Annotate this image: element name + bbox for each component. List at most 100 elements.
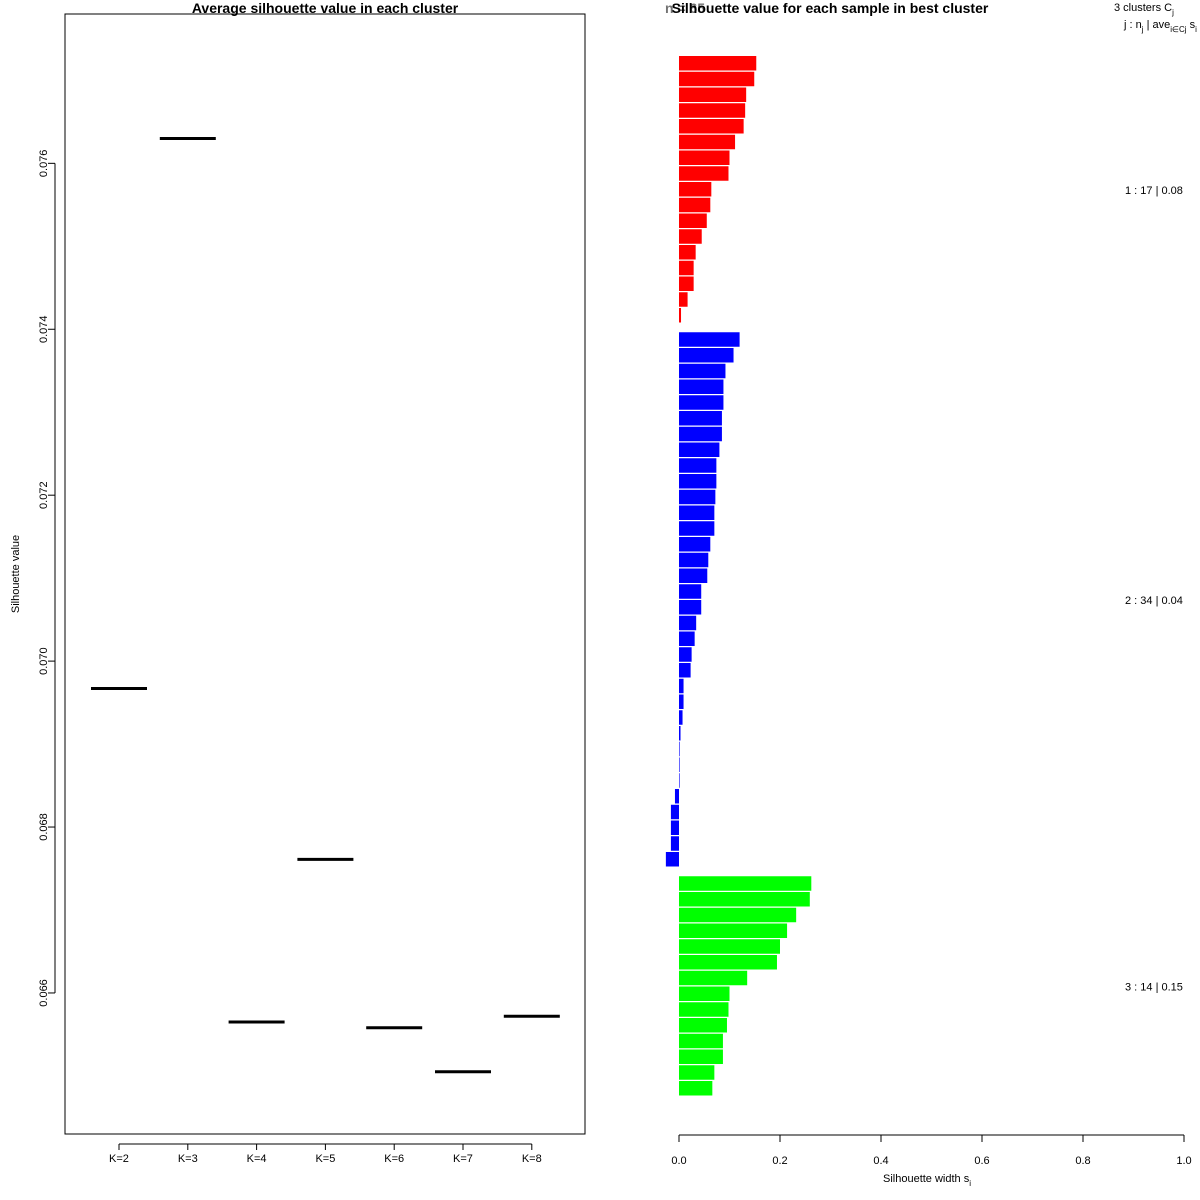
left-y-tick-label: 0.070 [38,647,50,675]
silhouette-bar [679,923,788,938]
silhouette-bar [679,426,722,442]
silhouette-bar [679,197,711,213]
silhouette-bar [679,663,691,678]
silhouette-bar [679,442,720,457]
left-x-tick-label: K=3 [178,1153,198,1165]
right-x-axis-label-text: Silhouette width s [883,1173,970,1185]
silhouette-bar [679,647,692,662]
silhouette-bar [679,245,696,260]
silhouette-bar [679,150,730,165]
right-x-tick-label: 0.6 [974,1155,989,1167]
silhouette-bar [679,521,715,536]
legend-line1-sub: j [1171,8,1174,17]
silhouette-bar [679,1033,723,1049]
silhouette-bar [679,726,681,741]
silhouette-bar [679,1002,729,1017]
silhouette-bar [679,1065,715,1080]
right-panel: Silhouette value for each sample in best… [665,0,1197,1188]
silhouette-bar [679,134,736,150]
silhouette-bar [679,615,697,631]
right-x-axis-label: Silhouette width si [883,1173,971,1188]
legend-line2-tail: s [1187,19,1196,31]
silhouette-bar [679,584,702,599]
silhouette-bar [679,379,724,394]
legend-line1-text: 3 clusters C [1114,2,1172,14]
left-y-tick-label: 0.068 [38,813,50,841]
silhouette-bar [679,103,746,118]
silhouette-bar [679,458,717,473]
silhouette-bar [679,631,695,646]
left-x-axis: K=2 K=3 K=4 K=5 K=6 K=7 K=8 [109,1143,542,1165]
left-panel: Average silhouette value in each cluster… [10,0,586,1165]
silhouette-bar [679,166,729,181]
left-x-tick-label: K=7 [453,1153,473,1165]
silhouette-bar [679,308,682,323]
silhouette-bar [679,395,724,410]
left-y-axis-label: Silhouette value [10,535,22,613]
silhouette-bar [679,741,680,757]
silhouette-bar [679,292,688,307]
left-x-tick-label: K=2 [109,1153,129,1165]
silhouette-bar [679,348,734,363]
silhouette-bar [679,1018,727,1033]
silhouette-bar [679,710,683,725]
right-x-tick-label: 1.0 [1176,1155,1191,1167]
silhouette-bar [670,820,679,835]
silhouette-bar [665,852,679,867]
silhouette-bar [670,836,679,851]
silhouette-bar [679,56,757,71]
left-y-tick-label: 0.072 [38,481,50,509]
cluster-summary-label: 3 : 14 | 0.15 [1125,982,1183,994]
silhouette-bar [679,229,702,244]
silhouette-bars [665,56,812,1096]
left-marks [91,136,560,1074]
silhouette-bar [679,537,711,552]
silhouette-bar [679,1049,723,1064]
silhouette-bar [679,474,717,489]
left-x-tick-label: K=8 [522,1153,542,1165]
cluster-legend-header-line1: 3 clusters Cj [1114,2,1174,17]
left-chart-title: Average silhouette value in each cluster [192,0,459,16]
left-x-tick-label: K=4 [247,1153,267,1165]
left-x-tick-label: K=6 [384,1153,404,1165]
left-y-tick-label: 0.076 [38,150,50,178]
left-y-tick-label: 0.074 [38,315,50,343]
silhouette-bar [679,986,730,1001]
silhouette-bar [679,694,684,709]
right-x-tick-label: 0.4 [873,1155,888,1167]
legend-line2-tail-sub: i [1195,25,1197,34]
silhouette-bar [679,892,810,907]
silhouette-bar [679,955,777,970]
cluster-legend-header-line2: j : nj | avei∈Cj si [1123,19,1197,34]
left-x-tick-label: K=5 [315,1153,335,1165]
silhouette-bar [679,260,694,276]
silhouette-bar [679,182,712,197]
right-x-axis-label-sub: i [969,1179,971,1188]
silhouette-bar [679,363,726,379]
cluster-labels: 1 : 17 | 0.08 2 : 34 | 0.04 3 : 14 | 0.15 [1125,185,1183,994]
silhouette-bar [670,804,679,820]
silhouette-bar [679,411,722,426]
silhouette-bar [679,489,716,505]
right-chart-title: Silhouette value for each sample in best… [672,0,989,16]
legend-line2-rest: | ave [1144,19,1171,31]
silhouette-bar [679,119,744,134]
silhouette-bar [679,87,747,102]
right-x-tick-label: 0.2 [772,1155,787,1167]
silhouette-bar [679,678,684,694]
cluster-summary-label: 2 : 34 | 0.04 [1125,595,1183,607]
silhouette-bar [679,505,715,520]
silhouette-bar [679,600,702,615]
silhouette-bar [679,773,680,788]
silhouette-bar [679,568,708,583]
silhouette-bar [679,907,797,923]
silhouette-bar [679,876,812,891]
legend-line2-rest-sub: i∈Cj [1170,25,1187,34]
left-plot-frame [64,13,586,1135]
silhouette-bar [679,552,709,568]
silhouette-bar [679,276,694,291]
silhouette-bar [679,213,707,228]
sample-count-label: n = 65 [665,0,705,16]
silhouette-bar [679,757,680,772]
